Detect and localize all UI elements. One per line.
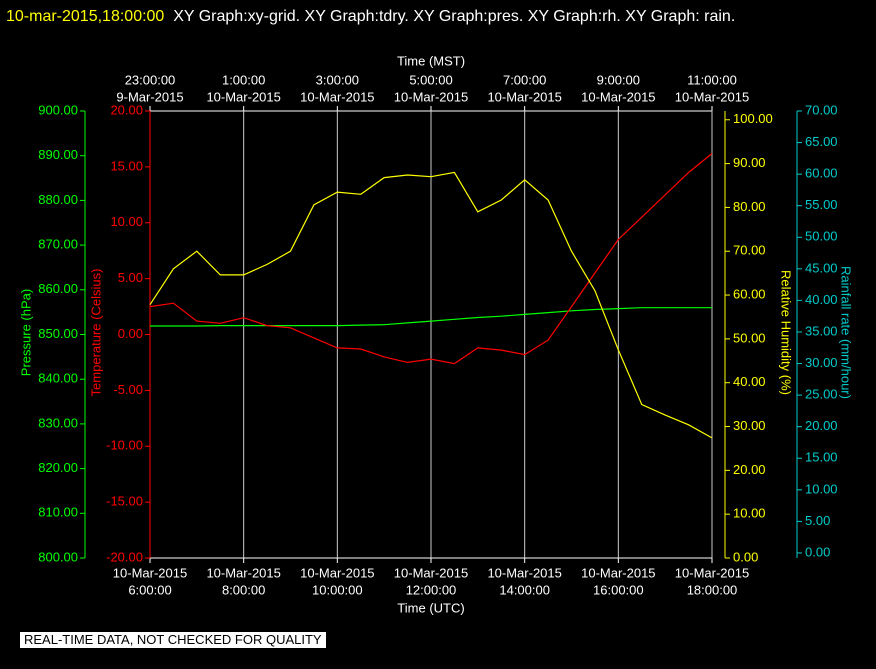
x2-tick-label: 10-Mar-2015 xyxy=(675,89,749,104)
y-tick-label: 70.00 xyxy=(805,102,838,117)
series-line xyxy=(149,153,713,365)
x-tick-label: 10:00:00 xyxy=(312,582,363,597)
x2-axis-title: Time (MST) xyxy=(397,53,465,68)
y-tick-label: 870.00 xyxy=(38,237,78,252)
y-tick-label: 840.00 xyxy=(38,371,78,386)
y-tick-label: -5.00 xyxy=(113,382,143,397)
y-tick-label: 100.00 xyxy=(733,111,773,126)
x2-tick-label: 10-Mar-2015 xyxy=(206,89,280,104)
y-tick-label: 5.00 xyxy=(118,270,143,285)
x2-tick-label: 23:00:00 xyxy=(125,72,176,87)
y-tick-label: 820.00 xyxy=(38,460,78,475)
x2-tick-label: 10-Mar-2015 xyxy=(394,89,468,104)
y-tick-label: 40.00 xyxy=(733,374,766,389)
x-tick-label: 12:00:00 xyxy=(406,582,457,597)
y-tick-label: -20.00 xyxy=(106,549,143,564)
y-tick-label: 830.00 xyxy=(38,415,78,430)
x2-tick-label: 7:00:00 xyxy=(503,72,546,87)
y-tick-label: 20.00 xyxy=(110,102,143,117)
y-tick-label: 70.00 xyxy=(733,243,766,258)
x-tick-label: 10-Mar-2015 xyxy=(581,565,655,580)
x-tick-label: 14:00:00 xyxy=(499,582,550,597)
y-axis-title: Relative Humidity (%) xyxy=(779,270,794,395)
x-tick-label: 10-Mar-2015 xyxy=(300,565,374,580)
y-tick-label: 850.00 xyxy=(38,326,78,341)
y-tick-label: 20.00 xyxy=(733,462,766,477)
y-tick-label: 15.00 xyxy=(110,158,143,173)
y-tick-label: 10.00 xyxy=(805,481,838,496)
y-tick-label: 50.00 xyxy=(733,330,766,345)
y-tick-label: 5.00 xyxy=(805,513,830,528)
y-tick-label: 65.00 xyxy=(805,134,838,149)
chart-title: 10-mar-2015,18:00:00 xyxy=(6,8,165,25)
y-tick-label: 45.00 xyxy=(805,260,838,275)
y-tick-label: 10.00 xyxy=(733,506,766,521)
y-tick-label: 860.00 xyxy=(38,281,78,296)
header: 10-mar-2015,18:00:00 XY Graph:xy-grid. X… xyxy=(6,3,866,30)
chart-subtitle: XY Graph:xy-grid. XY Graph:tdry. XY Grap… xyxy=(173,8,736,25)
y-tick-label: 810.00 xyxy=(38,505,78,520)
x-tick-label: 10-Mar-2015 xyxy=(675,565,749,580)
x-tick-label: 18:00:00 xyxy=(687,582,738,597)
y-tick-label: 40.00 xyxy=(805,292,838,307)
y-tick-label: -15.00 xyxy=(106,494,143,509)
y-tick-label: 60.00 xyxy=(805,166,838,181)
y-axis-title: Temperature (Celsius) xyxy=(88,269,103,397)
y-tick-label: 890.00 xyxy=(38,147,78,162)
x2-tick-label: 11:00:00 xyxy=(687,72,737,87)
y-tick-label: -10.00 xyxy=(106,438,143,453)
x-tick-label: 10-Mar-2015 xyxy=(113,565,187,580)
x2-tick-label: 9-Mar-2015 xyxy=(116,89,183,104)
footer-note: REAL-TIME DATA, NOT CHECKED FOR QUALITY xyxy=(20,632,326,648)
x-tick-label: 8:00:00 xyxy=(222,582,265,597)
y-tick-label: 880.00 xyxy=(38,192,78,207)
y-axis-title: Rainfall rate (mm/hour) xyxy=(839,266,854,399)
y-tick-label: 35.00 xyxy=(805,323,838,338)
x2-tick-label: 3:00:00 xyxy=(316,72,359,87)
y-tick-label: 30.00 xyxy=(805,355,838,370)
series-line xyxy=(150,307,712,327)
x-axis-title: Time (UTC) xyxy=(397,600,464,615)
x2-tick-label: 1:00:00 xyxy=(222,72,265,87)
x2-tick-label: 5:00:00 xyxy=(409,72,452,87)
series-line xyxy=(149,171,713,439)
y-tick-label: 0.00 xyxy=(118,326,143,341)
y-tick-label: 80.00 xyxy=(733,199,766,214)
y-tick-label: 20.00 xyxy=(805,418,838,433)
x-tick-label: 16:00:00 xyxy=(593,582,644,597)
y-tick-label: 25.00 xyxy=(805,387,838,402)
x2-tick-label: 10-Mar-2015 xyxy=(300,89,374,104)
y-tick-label: 0.00 xyxy=(733,549,758,564)
y-tick-label: 900.00 xyxy=(38,102,78,117)
x2-tick-label: 10-Mar-2015 xyxy=(581,89,655,104)
y-tick-label: 60.00 xyxy=(733,286,766,301)
x2-tick-label: 9:00:00 xyxy=(597,72,640,87)
y-axis-title: Pressure (hPa) xyxy=(18,289,33,376)
y-tick-label: 0.00 xyxy=(805,544,830,559)
x-tick-label: 10-Mar-2015 xyxy=(394,565,468,580)
y-tick-label: 90.00 xyxy=(733,155,766,170)
x-tick-label: 10-Mar-2015 xyxy=(206,565,280,580)
y-tick-label: 50.00 xyxy=(805,229,838,244)
y-tick-label: 30.00 xyxy=(733,418,766,433)
y-tick-label: 55.00 xyxy=(805,197,838,212)
x-tick-label: 10-Mar-2015 xyxy=(487,565,561,580)
y-tick-label: 15.00 xyxy=(805,450,838,465)
y-tick-label: 10.00 xyxy=(110,214,143,229)
y-tick-label: 800.00 xyxy=(38,549,78,564)
x-tick-label: 6:00:00 xyxy=(128,582,171,597)
x2-tick-label: 10-Mar-2015 xyxy=(487,89,561,104)
